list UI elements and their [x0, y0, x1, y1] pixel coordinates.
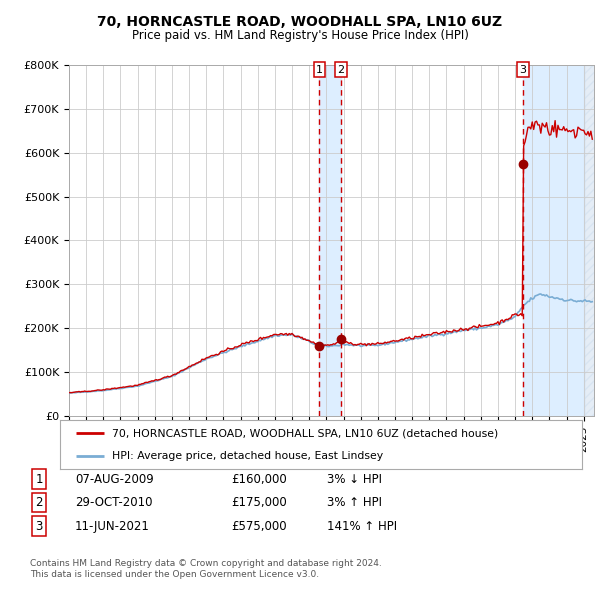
Text: 29-OCT-2010: 29-OCT-2010 — [75, 496, 152, 509]
Text: Price paid vs. HM Land Registry's House Price Index (HPI): Price paid vs. HM Land Registry's House … — [131, 30, 469, 42]
Text: 2: 2 — [337, 65, 344, 75]
Text: 1: 1 — [316, 65, 323, 75]
Text: £175,000: £175,000 — [231, 496, 287, 509]
Text: This data is licensed under the Open Government Licence v3.0.: This data is licensed under the Open Gov… — [30, 571, 319, 579]
Text: HPI: Average price, detached house, East Lindsey: HPI: Average price, detached house, East… — [112, 451, 383, 461]
Text: £160,000: £160,000 — [231, 473, 287, 486]
Bar — [584, 65, 596, 416]
Text: 2: 2 — [35, 496, 43, 509]
Bar — [319, 65, 341, 416]
Text: 70, HORNCASTLE ROAD, WOODHALL SPA, LN10 6UZ: 70, HORNCASTLE ROAD, WOODHALL SPA, LN10 … — [97, 15, 503, 29]
Text: Contains HM Land Registry data © Crown copyright and database right 2024.: Contains HM Land Registry data © Crown c… — [30, 559, 382, 568]
Text: 3% ↓ HPI: 3% ↓ HPI — [327, 473, 382, 486]
Text: 1: 1 — [35, 473, 43, 486]
Text: 141% ↑ HPI: 141% ↑ HPI — [327, 520, 397, 533]
Text: 3: 3 — [519, 65, 526, 75]
Text: 3: 3 — [35, 520, 43, 533]
Text: 3% ↑ HPI: 3% ↑ HPI — [327, 496, 382, 509]
Text: 07-AUG-2009: 07-AUG-2009 — [75, 473, 154, 486]
Text: £575,000: £575,000 — [231, 520, 287, 533]
Bar — [523, 65, 584, 416]
Text: 11-JUN-2021: 11-JUN-2021 — [75, 520, 150, 533]
Text: 70, HORNCASTLE ROAD, WOODHALL SPA, LN10 6UZ (detached house): 70, HORNCASTLE ROAD, WOODHALL SPA, LN10 … — [112, 428, 499, 438]
